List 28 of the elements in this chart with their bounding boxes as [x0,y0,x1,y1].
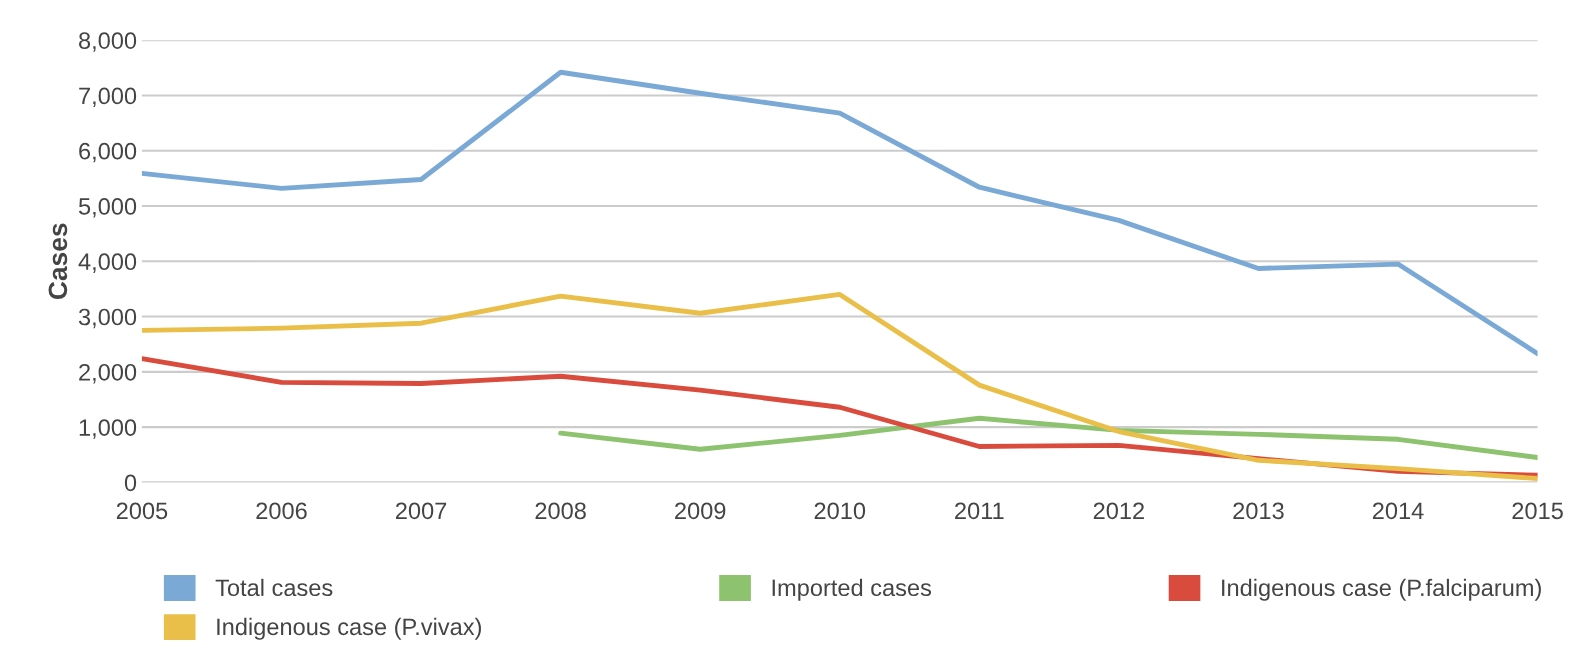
legend-label: Indigenous case (P.vivax) [217,617,481,640]
y-tick-label: 7,000 [79,87,137,108]
x-tick-label: 2012 [1093,502,1144,520]
legend-label: Total cases [215,578,333,597]
x-tick-label: 2013 [1233,502,1284,520]
x-tick-label: 2007 [395,502,447,520]
y-tick-label: 6,000 [79,142,137,163]
y-axis-title: Cases [48,223,68,300]
line-series [141,69,1538,357]
x-tick-label: 2009 [675,502,726,520]
y-tick-label: 8,000 [79,32,137,52]
x-tick-label: 2015 [1512,502,1563,520]
y-tick-label: 5,000 [78,198,137,218]
line-series [558,415,1538,460]
x-tick-label: 2008 [535,502,586,520]
y-tick-label: 2,000 [79,363,137,384]
y-tick-label: 3,000 [78,308,137,329]
y-tick-label: 1,000 [79,419,137,439]
legend-label: Indigenous case (P.falciparum) [1222,578,1541,601]
x-tick-label: 2014 [1372,502,1424,520]
line-series [141,292,1538,481]
x-tick-label: 2011 [955,502,1004,520]
x-tick-label: 2006 [256,502,307,520]
x-tick-label: 2005 [116,502,168,520]
x-tick-label: 2010 [814,502,866,520]
y-tick-label: 0 [124,474,137,492]
legend-label: Imported cases [772,578,932,601]
y-tick-label: 4,000 [78,253,137,273]
